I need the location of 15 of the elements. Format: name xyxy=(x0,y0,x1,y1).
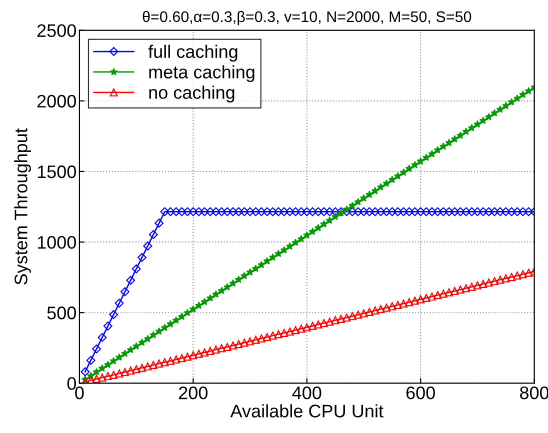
y-axis-title: System Throughput xyxy=(14,128,31,285)
legend-label: no caching xyxy=(149,86,234,102)
y-tick-label: 500 xyxy=(47,306,76,320)
x-tick-label: 400 xyxy=(292,386,322,400)
y-tick-label: 2500 xyxy=(37,24,76,38)
legend-label: full caching xyxy=(148,44,238,62)
y-tick-label: 0 xyxy=(67,377,76,390)
y-tick-label: 1500 xyxy=(38,165,76,178)
x-axis-title: Available CPU Unit xyxy=(230,404,384,418)
legend-label: meta caching xyxy=(149,65,254,82)
y-tick-label: 1000 xyxy=(38,236,76,249)
x-tick-label: 200 xyxy=(179,386,208,400)
chart-title: θ=0.60,α=0.3,β=0.3, v=10, N=2000, M=50, S=50 xyxy=(142,10,472,26)
x-tick-label: 600 xyxy=(406,386,435,400)
y-tick-label: 2000 xyxy=(37,94,76,108)
